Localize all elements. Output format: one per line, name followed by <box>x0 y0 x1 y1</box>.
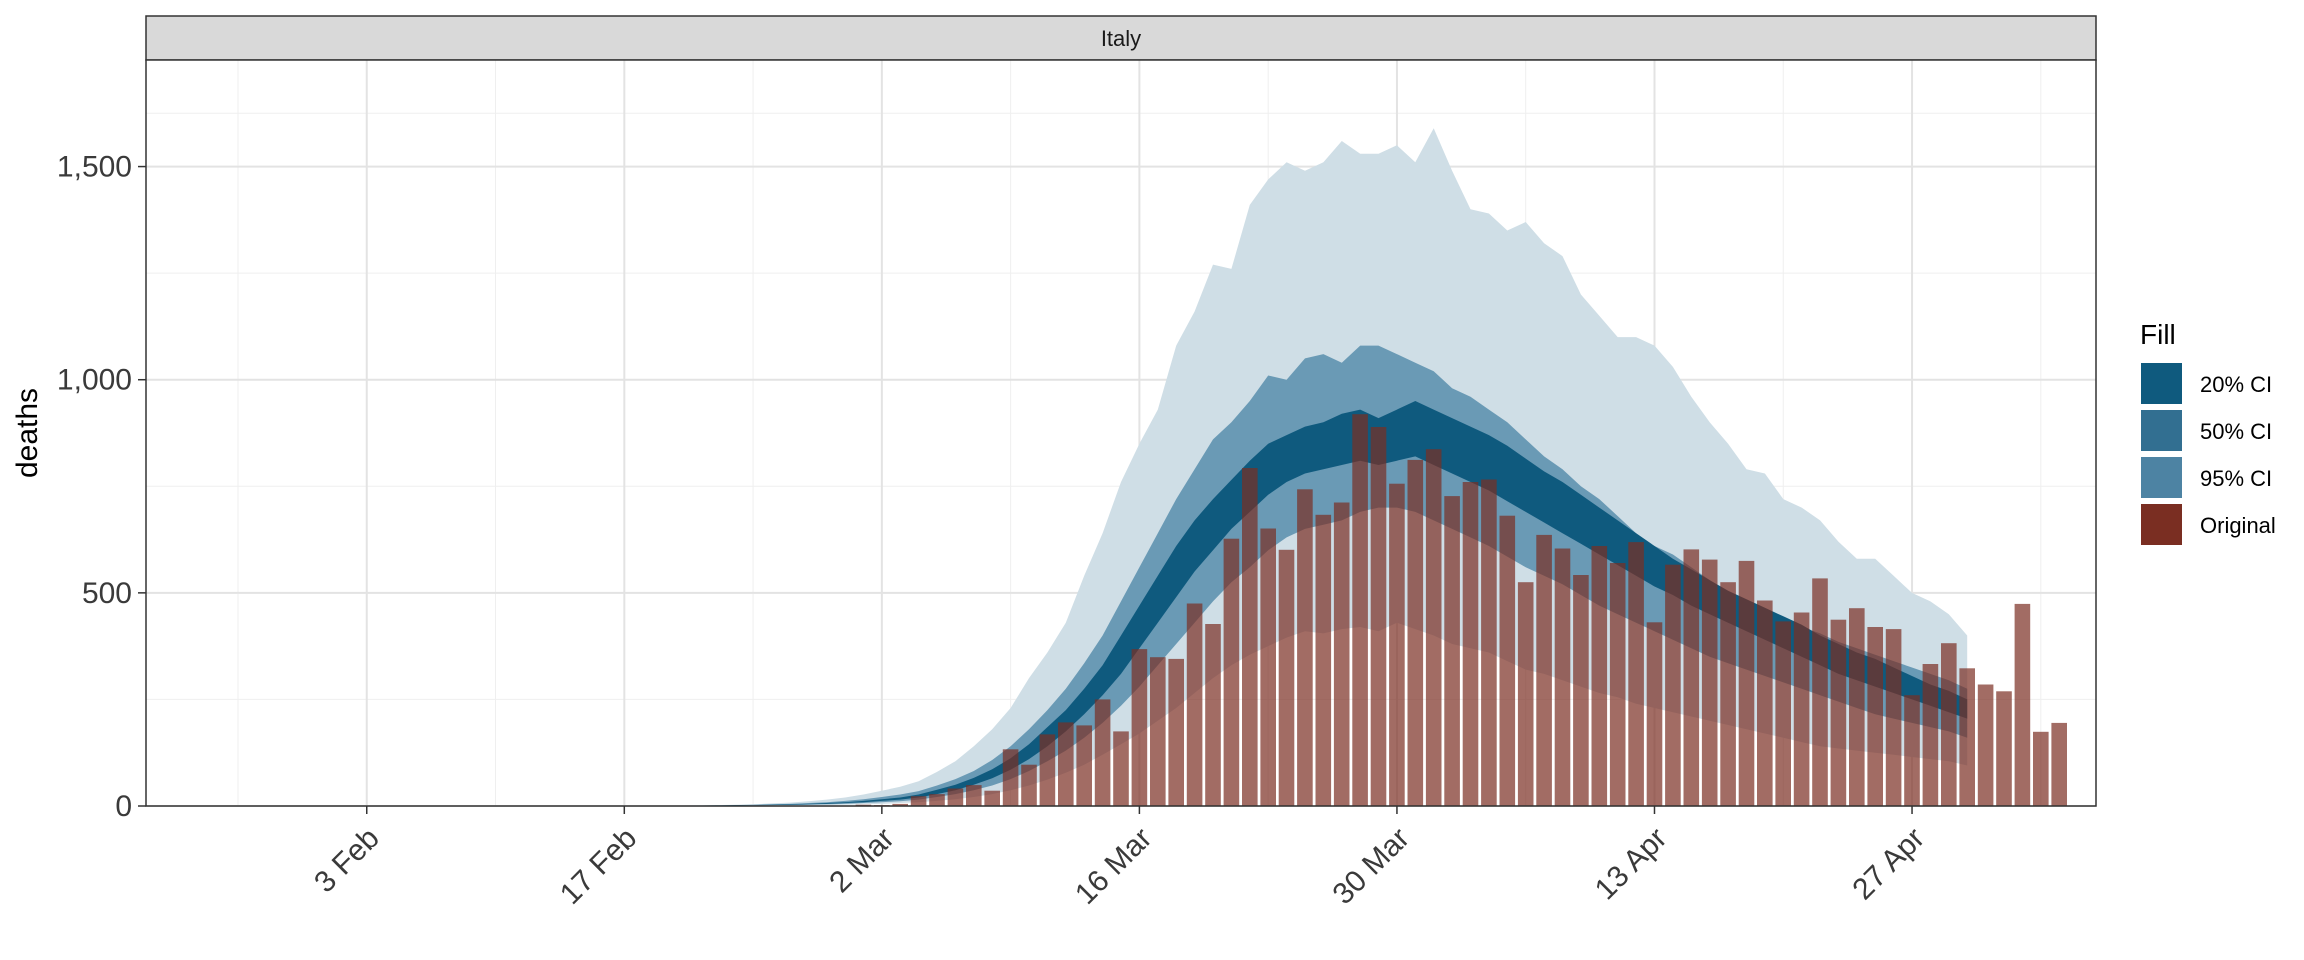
bar <box>1462 482 1479 806</box>
bar <box>1076 725 1092 806</box>
bar <box>1260 528 1276 806</box>
bar <box>1058 722 1074 806</box>
y-tick-label: 1,500 <box>57 151 132 184</box>
y-tick-label: 500 <box>82 577 132 610</box>
bar <box>1039 734 1056 806</box>
bar <box>1517 582 1534 806</box>
y-tick-label: 0 <box>115 790 132 823</box>
bar <box>1021 764 1037 806</box>
bar <box>1573 575 1589 806</box>
bar <box>2051 722 2067 806</box>
bar <box>1425 449 1442 806</box>
bar <box>1683 549 1700 806</box>
x-tick-label: 13 Apr <box>1589 822 1674 907</box>
x-tick-label: 30 Mar <box>1327 822 1416 911</box>
bar <box>1775 621 1791 806</box>
x-tick-label: 3 Feb <box>308 822 386 900</box>
bar <box>1536 534 1552 806</box>
bar <box>2014 603 2031 806</box>
bar <box>1186 603 1203 806</box>
bar <box>1315 514 1332 806</box>
legend-title: Fill <box>2140 319 2176 350</box>
bar <box>1407 459 1424 806</box>
y-axis: 0 500 1,000 1,500 <box>57 151 146 823</box>
bar <box>1150 657 1166 806</box>
legend-items: 20% CI 50% CI 95% CI Original <box>2139 361 2276 547</box>
bar <box>1793 612 1810 806</box>
bar <box>1720 582 1736 806</box>
bar <box>1370 427 1387 806</box>
bar <box>1554 548 1571 806</box>
legend: Fill 20% CI 50% CI 95% CI Original <box>2139 319 2276 547</box>
bar <box>1352 414 1368 806</box>
bar <box>1959 668 1975 806</box>
bar <box>1757 600 1773 806</box>
bar <box>1002 749 1019 806</box>
legend-label: 20% CI <box>2200 372 2272 397</box>
bar <box>1812 578 1828 806</box>
bar <box>892 803 908 806</box>
bar <box>1389 483 1405 806</box>
bar <box>1922 664 1939 806</box>
bar <box>1131 649 1148 806</box>
bar <box>1867 627 1883 806</box>
bar <box>1168 658 1184 806</box>
y-axis-title: deaths <box>11 388 44 478</box>
legend-key <box>2139 408 2184 453</box>
bar <box>1904 695 1920 806</box>
bar <box>1242 468 1258 806</box>
bar <box>1665 564 1681 806</box>
bar <box>1223 538 1240 806</box>
legend-label: 95% CI <box>2200 466 2272 491</box>
bar <box>1885 629 1902 806</box>
bar <box>1591 546 1608 806</box>
bar <box>1977 684 1994 806</box>
legend-key <box>2139 361 2184 406</box>
bar <box>1444 496 1460 806</box>
bar <box>1094 699 1111 806</box>
bar <box>1701 559 1718 806</box>
bar <box>2033 731 2049 806</box>
bar <box>1628 542 1644 806</box>
bar <box>1481 479 1497 806</box>
bar <box>1113 731 1129 806</box>
bar <box>1941 643 1957 806</box>
x-tick-label: 2 Mar <box>823 822 901 900</box>
facet-title: Italy <box>1101 26 1141 51</box>
x-tick-label: 16 Mar <box>1069 822 1158 911</box>
bar <box>1297 489 1313 806</box>
bar <box>1849 608 1865 806</box>
bar <box>1499 515 1516 806</box>
x-axis: 3 Feb 17 Feb 2 Mar 16 Mar 30 Mar 13 Apr 27 Apr <box>308 806 1931 911</box>
bar <box>1830 619 1847 806</box>
bar <box>1205 624 1221 806</box>
bar <box>910 796 927 806</box>
facet-strip <box>145 15 2097 61</box>
bar <box>984 790 1000 806</box>
bar <box>966 785 982 806</box>
bar <box>1333 502 1350 806</box>
x-tick-label: 17 Feb <box>554 822 643 911</box>
plot-border <box>145 59 2097 807</box>
bar <box>1646 622 1663 806</box>
legend-key <box>2139 455 2184 500</box>
bar <box>947 788 964 806</box>
bar <box>1738 560 1755 806</box>
legend-label: Original <box>2200 513 2276 538</box>
bar <box>1278 549 1295 806</box>
legend-label: 50% CI <box>2200 419 2272 444</box>
legend-key <box>2139 502 2184 547</box>
grid-minor <box>146 60 2096 806</box>
bar <box>1609 563 1626 806</box>
x-tick-label: 27 Apr <box>1846 822 1931 907</box>
bar <box>929 794 945 806</box>
bar <box>1996 691 2012 806</box>
y-tick-label: 1,000 <box>57 364 132 397</box>
original-bars <box>855 414 2067 806</box>
